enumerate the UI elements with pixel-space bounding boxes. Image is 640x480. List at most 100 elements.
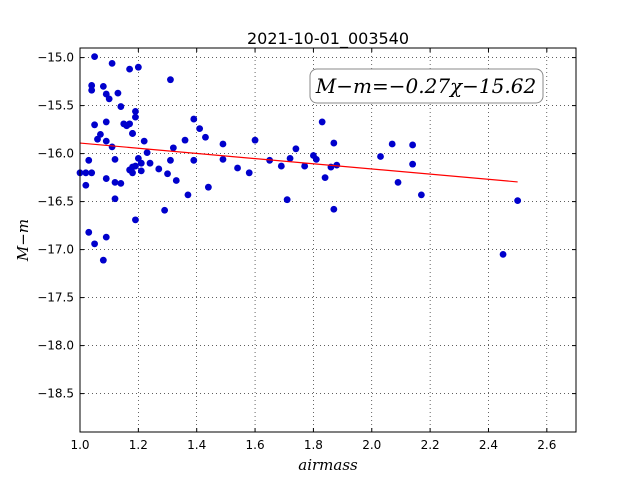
data-point (388, 140, 396, 148)
data-point (219, 155, 227, 163)
data-point (196, 125, 204, 133)
data-point (301, 162, 309, 170)
data-point (97, 131, 104, 138)
data-point (85, 156, 93, 164)
y-tick-label: −16.0 (37, 147, 74, 161)
data-point (146, 159, 154, 167)
data-point (409, 141, 417, 149)
x-tick-label: 1.4 (187, 438, 206, 452)
x-tick-label: 2.2 (421, 438, 440, 452)
data-point (102, 137, 110, 145)
data-point (499, 251, 507, 258)
data-point (82, 169, 90, 177)
plot-frame (79, 47, 577, 433)
data-point (417, 191, 425, 199)
data-point (286, 155, 294, 162)
data-point (82, 181, 90, 189)
data-point (88, 82, 96, 89)
data-points (76, 53, 522, 264)
grid-lines (79, 48, 576, 432)
data-point (394, 179, 402, 186)
data-point (312, 155, 320, 163)
data-point (318, 118, 326, 126)
data-point (330, 139, 338, 147)
x-tick-label: 1.8 (304, 438, 323, 452)
data-point (283, 196, 291, 204)
data-point (181, 136, 189, 144)
data-point (132, 216, 139, 224)
y-tick-label: −18.0 (37, 339, 74, 353)
data-point (277, 162, 285, 170)
x-tick-label: 2.0 (362, 438, 381, 452)
data-point (108, 59, 116, 67)
data-point (126, 120, 133, 128)
x-axis-ticks: 1.0 1.2 1.4 1.6 1.8 2.0 2.2 2.4 2.6 (70, 48, 556, 452)
y-axis-label: M−m (14, 219, 32, 262)
data-point (333, 161, 341, 169)
chart-title: 2021-10-01_003540 (247, 29, 409, 49)
x-tick-label: 1.6 (246, 438, 265, 452)
data-point (88, 86, 96, 94)
data-point (409, 160, 417, 168)
data-point (111, 179, 119, 186)
data-point (202, 133, 209, 141)
data-point (172, 177, 180, 184)
data-point (102, 118, 110, 126)
fit-line (79, 142, 518, 183)
x-tick-label: 2.6 (537, 438, 556, 452)
data-point (134, 63, 142, 71)
equation-box (309, 68, 544, 104)
data-point (85, 228, 93, 236)
y-tick-label: −17.0 (37, 243, 74, 257)
data-point (91, 53, 98, 61)
x-axis-label: airmass (298, 456, 358, 474)
data-point (219, 140, 227, 148)
x-tick-label: 1.0 (70, 438, 89, 452)
data-point (184, 191, 192, 199)
equation-annotation: M−m=−0.27χ−15.62 (315, 74, 536, 98)
data-point (102, 175, 110, 182)
data-point (143, 149, 151, 157)
data-point (111, 195, 119, 203)
data-point (161, 206, 169, 214)
data-point (321, 174, 329, 182)
data-point (99, 83, 107, 90)
data-point (245, 169, 253, 177)
data-point (137, 159, 145, 167)
data-point (88, 169, 96, 177)
data-point (137, 167, 145, 175)
data-point (292, 145, 300, 153)
data-point (132, 113, 139, 121)
data-point (140, 137, 148, 145)
data-point (99, 256, 107, 264)
y-tick-label: −17.5 (37, 291, 74, 305)
data-point (132, 162, 139, 170)
data-point (514, 197, 522, 205)
data-point (117, 179, 125, 187)
y-tick-label: −15.5 (37, 99, 74, 113)
data-point (114, 89, 122, 97)
data-point (169, 144, 177, 152)
y-axis-ticks: −15.0 −15.5 −16.0 −16.5 −17.0 −17.5 −18.0 −18.5 (37, 51, 576, 401)
x-tick-label: 1.2 (129, 438, 148, 452)
data-point (234, 164, 241, 172)
data-point (167, 76, 174, 84)
data-point (117, 103, 125, 110)
y-tick-label: −18.5 (37, 387, 74, 401)
data-point (251, 136, 259, 144)
data-point (126, 65, 133, 73)
data-point (155, 165, 163, 173)
data-point (330, 205, 338, 213)
data-point (164, 170, 171, 178)
data-point (132, 107, 139, 115)
data-point (377, 153, 384, 160)
data-point (108, 143, 116, 151)
data-point (167, 156, 174, 164)
x-tick-label: 2.4 (479, 438, 498, 452)
data-point (111, 155, 119, 163)
y-tick-label: −16.5 (37, 195, 74, 209)
data-point (204, 183, 212, 191)
data-point (91, 240, 98, 248)
data-point (190, 115, 198, 123)
